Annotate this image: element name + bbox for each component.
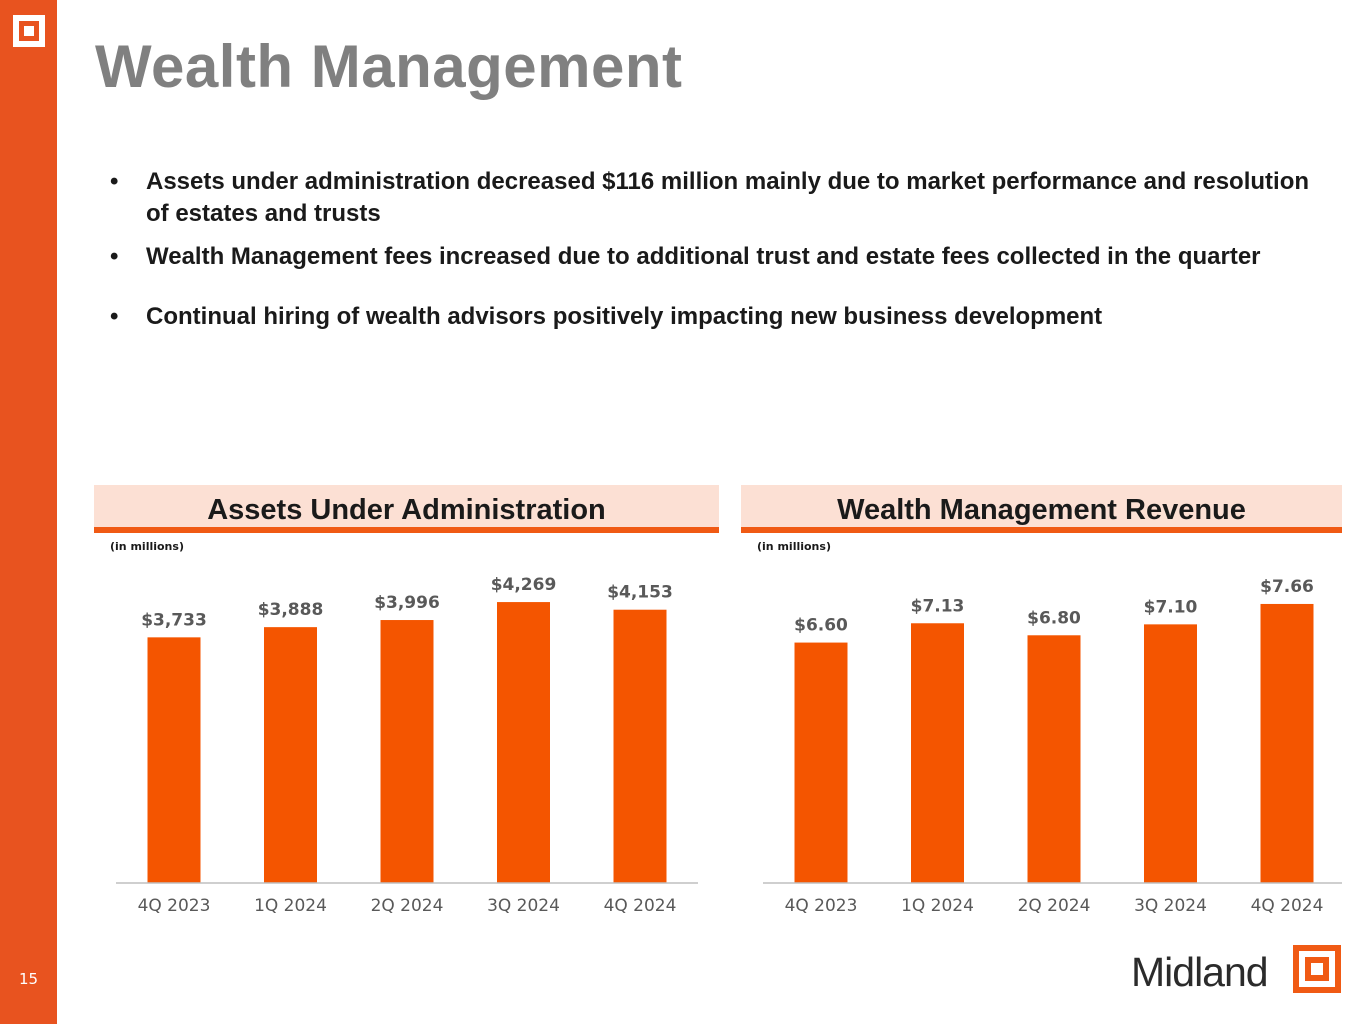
bar bbox=[1144, 624, 1197, 883]
data-label: $7.13 bbox=[911, 596, 965, 616]
x-tick-label: 3Q 2024 bbox=[1134, 896, 1207, 916]
bar bbox=[1260, 603, 1314, 883]
unit-note: (in millions) bbox=[757, 540, 831, 553]
bar bbox=[497, 602, 550, 883]
x-tick-label: 1Q 2024 bbox=[901, 896, 974, 916]
chart-header: Wealth Management Revenue bbox=[741, 485, 1342, 533]
assets-bar-chart: $3,733 4Q 2023 $3,888 1Q 2024 $3,996 2Q 2024 $… bbox=[116, 575, 698, 916]
assets-under-administration-panel: Assets Under Administration (in millions… bbox=[94, 485, 719, 925]
chart-header: Assets Under Administration bbox=[94, 485, 719, 533]
chart-title: Assets Under Administration bbox=[207, 494, 606, 526]
x-tick-label: 4Q 2024 bbox=[1251, 896, 1324, 916]
x-tick-label: 1Q 2024 bbox=[254, 896, 327, 916]
data-label: $3,888 bbox=[258, 600, 324, 620]
data-label: $6.80 bbox=[1027, 608, 1081, 628]
midland-brand-logo: Midland bbox=[1131, 945, 1341, 997]
bar bbox=[1027, 635, 1081, 883]
bullet-item: Assets under administration decreased $1… bbox=[110, 166, 1310, 230]
bar bbox=[380, 620, 434, 883]
x-tick-label: 3Q 2024 bbox=[487, 896, 560, 916]
bullet-item: Continual hiring of wealth advisors posi… bbox=[110, 301, 1310, 333]
midland-square-icon bbox=[1293, 945, 1341, 993]
x-tick-label: 4Q 2024 bbox=[604, 896, 677, 916]
bar bbox=[911, 623, 964, 883]
unit-note: (in millions) bbox=[110, 540, 184, 553]
x-tick-label: 4Q 2023 bbox=[785, 896, 858, 916]
data-label: $7.66 bbox=[1260, 577, 1314, 597]
x-tick-label: 2Q 2024 bbox=[371, 896, 444, 916]
bar bbox=[613, 609, 667, 883]
x-tick-label: 2Q 2024 bbox=[1018, 896, 1091, 916]
data-label: $3,996 bbox=[374, 593, 440, 613]
bar bbox=[264, 627, 317, 883]
bar bbox=[794, 642, 848, 883]
data-label: $4,153 bbox=[607, 583, 673, 603]
brand-name: Midland bbox=[1131, 949, 1269, 995]
chart-title: Wealth Management Revenue bbox=[837, 494, 1246, 526]
wealth-revenue-panel: Wealth Management Revenue (in millions) … bbox=[741, 485, 1342, 925]
data-label: $7.10 bbox=[1144, 597, 1198, 617]
bullet-item: Wealth Management fees increased due to … bbox=[110, 241, 1310, 273]
midland-logo-icon bbox=[13, 15, 45, 47]
x-tick-label: 4Q 2023 bbox=[138, 896, 211, 916]
data-label: $3,733 bbox=[141, 610, 207, 630]
revenue-bar-chart: $6.60 4Q 2023 $7.13 1Q 2024 $6.80 2Q 2024 $7.1… bbox=[763, 577, 1342, 916]
page-title: Wealth Management bbox=[95, 33, 683, 100]
page-number: 15 bbox=[18, 970, 39, 988]
bar bbox=[147, 637, 201, 883]
data-label: $4,269 bbox=[491, 575, 557, 595]
bullet-list: Assets under administration decreased $1… bbox=[110, 166, 1310, 333]
sidebar-accent-bar: 15 bbox=[0, 0, 57, 1024]
data-label: $6.60 bbox=[794, 616, 848, 636]
